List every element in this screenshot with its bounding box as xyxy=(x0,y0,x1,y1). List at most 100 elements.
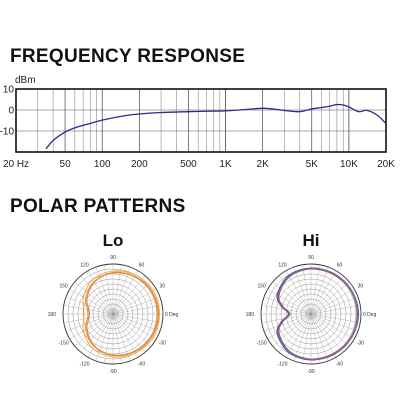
polar-lo-spoke xyxy=(80,275,114,315)
polar-hi-spoke xyxy=(310,313,344,353)
polar-hi-spoke xyxy=(302,313,312,364)
polar-hi-angle-label: 30 xyxy=(358,284,364,290)
polar-hi-spoke xyxy=(285,270,312,315)
frequency-x-tick-label: 2K xyxy=(257,159,270,170)
polar-lo-angle-label: 90 xyxy=(110,255,116,261)
polar-lo-spoke xyxy=(65,296,114,315)
frequency-response-line xyxy=(45,103,387,150)
frequency-response-heading: FREQUENCY RESPONSE xyxy=(10,46,246,67)
polar-lo-spoke xyxy=(74,313,114,347)
polar-lo-angle-label: -120 xyxy=(79,361,89,367)
polar-lo-spoke xyxy=(65,313,114,332)
polar-lo-angle-label: 60 xyxy=(139,263,145,269)
polar-hi-spoke xyxy=(310,313,337,358)
polar-hi-angle-label: -60 xyxy=(336,361,343,367)
frequency-grid xyxy=(16,88,386,152)
polar-hi-angle-label: 60 xyxy=(337,263,343,269)
polar-lo-series-line xyxy=(82,270,161,358)
polar-hi-spoke xyxy=(310,288,355,315)
polar-hi-spoke xyxy=(293,266,312,315)
polar-lo-series-line xyxy=(86,271,160,357)
polar-lo-angle-label: -60 xyxy=(138,361,145,367)
polar-hi-angle-label: 0 Deg xyxy=(363,312,377,318)
polar-hi-spoke xyxy=(310,305,361,315)
polar-lo-spoke xyxy=(80,313,114,353)
polar-patterns-heading: POLAR PATTERNS xyxy=(10,196,186,217)
polar-hi-spoke xyxy=(267,313,312,340)
frequency-x-tick-label: 20 Hz xyxy=(3,159,29,170)
polar-lo-spoke xyxy=(112,266,131,315)
frequency-x-tick-label: 500 xyxy=(180,159,197,170)
polar-lo-spoke xyxy=(112,313,152,347)
frequency-plot-frame xyxy=(15,88,387,153)
polar-lo-angle-label: 120 xyxy=(80,263,89,269)
polar-lo-spoke xyxy=(112,313,163,323)
polar-hi-spoke xyxy=(310,313,329,362)
polar-lo-spoke xyxy=(112,313,146,353)
polar-lo-spoke xyxy=(69,313,114,340)
polar-hi-spoke xyxy=(263,313,312,332)
polar-hi-spoke xyxy=(310,264,320,315)
polar-hi-spoke xyxy=(263,296,312,315)
polar-hi-spoke xyxy=(267,288,312,315)
frequency-x-tick-label: 200 xyxy=(131,159,148,170)
frequency-y-tick-label: 0 xyxy=(8,106,14,117)
polar-hi-spoke xyxy=(310,270,337,315)
polar-hi-angle-label: 150 xyxy=(257,284,266,290)
polar-hi-chart: Hi 0 Deg 30 60 90 120 150 180 -150 -120 -90 -60 -30 xyxy=(246,231,377,375)
polar-hi-angle-label: 180 xyxy=(246,312,255,318)
polar-hi-spoke xyxy=(310,266,329,315)
polar-hi-spoke xyxy=(285,313,312,358)
polar-lo-spoke xyxy=(112,275,146,315)
polar-hi-spoke xyxy=(310,296,359,315)
polar-lo-angle-label: -150 xyxy=(59,341,69,347)
polar-lo-spoke xyxy=(74,281,114,315)
polar-lo-spoke xyxy=(112,281,152,315)
polar-lo-angle-label: -30 xyxy=(159,341,166,347)
polar-hi-angle-label: -90 xyxy=(307,369,314,375)
polar-hi-spoke xyxy=(272,281,312,315)
polar-lo-spoke xyxy=(104,264,114,315)
polar-hi-spoke xyxy=(310,313,359,332)
polar-lo-title: Lo xyxy=(103,231,124,250)
polar-lo-spoke xyxy=(112,296,161,315)
polar-hi-title: Hi xyxy=(303,231,320,250)
polar-hi-angle-label: 120 xyxy=(278,263,287,269)
polar-hi-spoke xyxy=(302,264,312,315)
polar-lo-angle-label: 30 xyxy=(160,284,166,290)
frequency-x-tick-label: 100 xyxy=(94,159,111,170)
polar-hi-spoke xyxy=(272,313,312,347)
polar-hi-angle-label: -120 xyxy=(277,361,287,367)
frequency-x-tick-label: 20K xyxy=(377,159,395,170)
polar-hi-series-line xyxy=(277,268,358,360)
frequency-y-tick-label: -10 xyxy=(0,127,14,138)
polar-lo-spoke xyxy=(112,288,157,315)
polar-hi-spoke xyxy=(310,313,355,340)
polar-lo-spoke xyxy=(112,313,161,332)
polar-lo-spoke xyxy=(112,270,139,315)
polar-lo-angle-label: 0 Deg xyxy=(165,312,179,318)
frequency-x-tick-label: 1K xyxy=(219,159,232,170)
polar-hi-spoke xyxy=(310,313,320,364)
polar-hi-spoke xyxy=(310,281,350,315)
polar-lo-angle-label: 180 xyxy=(48,312,57,318)
polar-lo-spoke xyxy=(112,313,139,358)
frequency-x-tick-label: 10K xyxy=(340,159,358,170)
polar-lo-spoke xyxy=(69,288,114,315)
polar-hi-spoke xyxy=(310,313,361,323)
polar-lo-spoke xyxy=(112,305,163,315)
polar-lo-angle-label: 150 xyxy=(59,284,68,290)
frequency-y-tick-label: 10 xyxy=(3,85,15,96)
polar-hi-angle-label: -150 xyxy=(257,341,267,347)
polar-hi-angle-label: -30 xyxy=(357,341,364,347)
frequency-x-tick-label: 50 xyxy=(60,159,72,170)
polar-lo-spoke xyxy=(87,270,114,315)
polar-lo-spoke xyxy=(87,313,114,358)
polar-hi-spoke xyxy=(310,275,344,315)
polar-lo-spoke xyxy=(104,313,114,364)
polar-hi-spoke xyxy=(293,313,312,362)
polar-hi-angle-label: 90 xyxy=(308,255,314,261)
polar-lo-spoke xyxy=(112,313,131,362)
